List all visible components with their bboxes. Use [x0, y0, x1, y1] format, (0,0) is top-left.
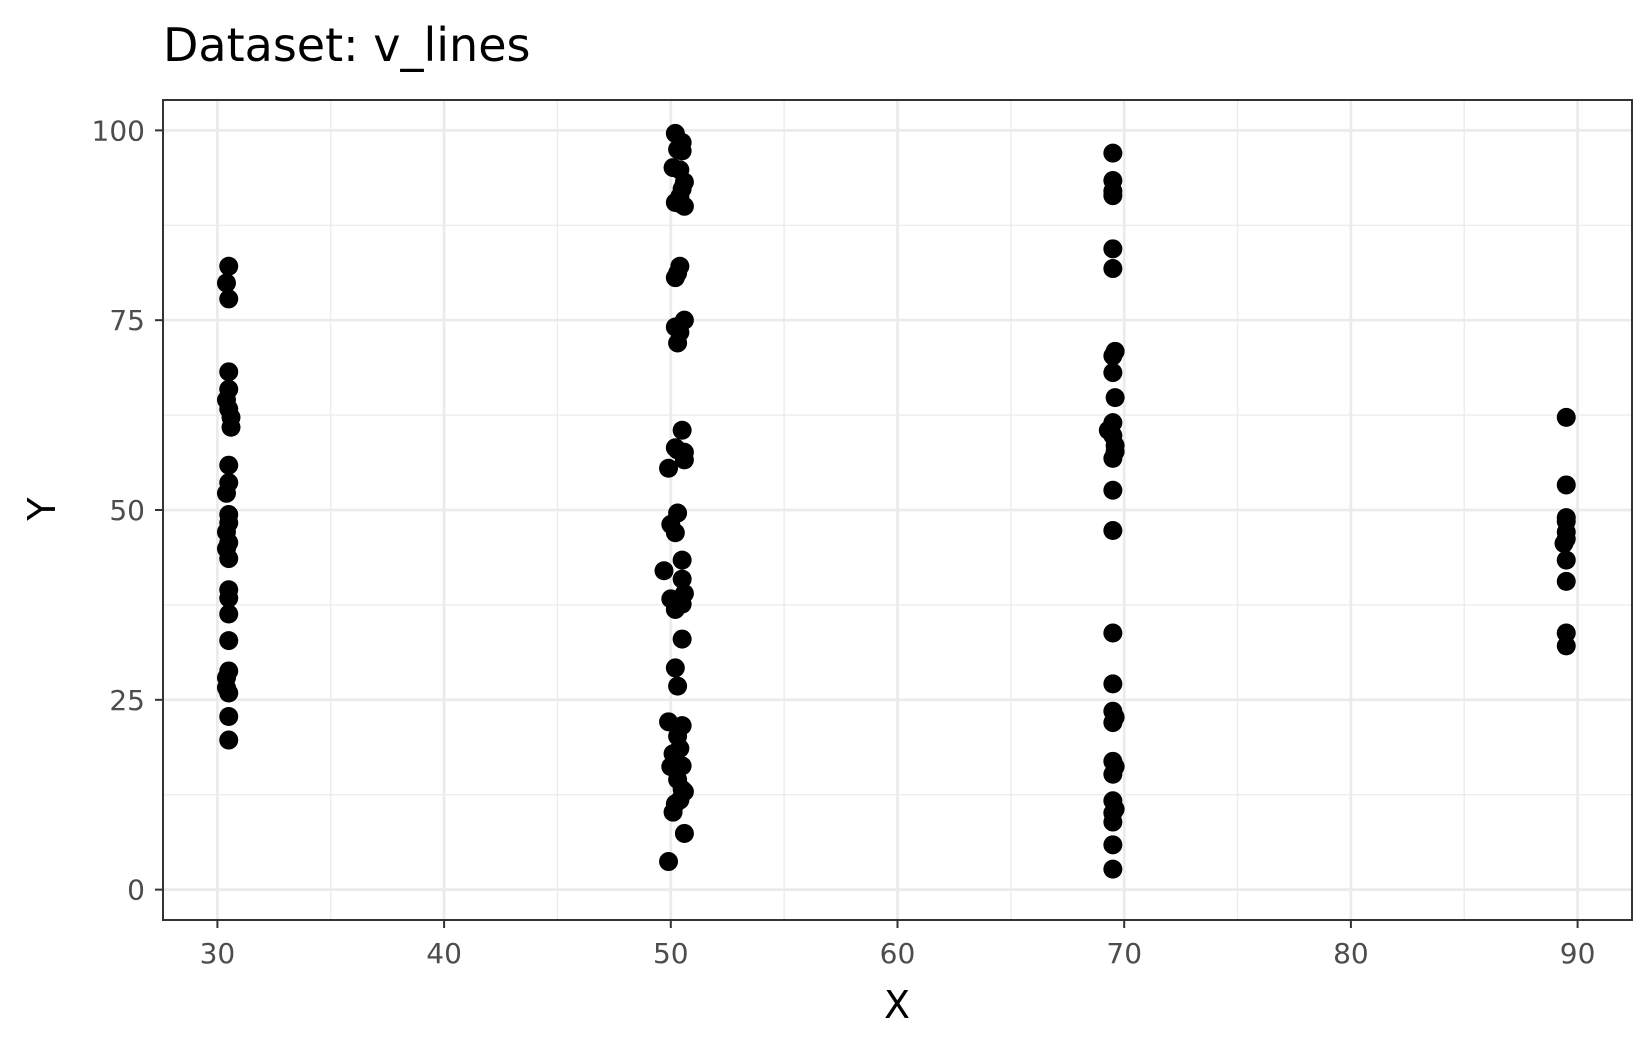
data-point [654, 561, 674, 581]
data-point [668, 333, 688, 353]
data-point [659, 458, 679, 478]
data-point [219, 683, 239, 703]
data-point [1103, 346, 1123, 366]
x-tick-label: 50 [653, 937, 689, 970]
data-point [219, 289, 239, 309]
chart-title: Dataset: v_lines [163, 18, 530, 72]
data-point [1556, 550, 1576, 570]
data-point [1103, 835, 1123, 855]
x-tick-label: 90 [1560, 937, 1596, 970]
data-point [1103, 859, 1123, 879]
y-tick-label: 50 [109, 494, 145, 527]
data-point [665, 658, 685, 678]
data-points [216, 123, 1576, 879]
data-point [1105, 388, 1125, 408]
data-point [219, 588, 239, 608]
data-point [219, 631, 239, 651]
data-point [665, 523, 685, 543]
x-tick-label: 40 [426, 937, 462, 970]
x-tick-label: 80 [1333, 937, 1369, 970]
data-point [1103, 480, 1123, 500]
data-point [1103, 259, 1123, 279]
data-point [219, 730, 239, 750]
x-tick-label: 30 [200, 937, 236, 970]
data-point [1103, 521, 1123, 540]
data-point [221, 417, 241, 437]
x-tick-label: 60 [880, 937, 916, 970]
x-axis: 30 40 50 60 70 80 90 [200, 920, 1596, 970]
data-point [1556, 571, 1576, 591]
data-point [674, 450, 694, 470]
x-axis-title: X [884, 983, 910, 1027]
y-axis-title: Y [20, 497, 64, 522]
data-point [1554, 533, 1574, 553]
data-point [216, 483, 236, 503]
data-point [672, 420, 692, 440]
data-point [219, 256, 239, 276]
data-point [219, 604, 239, 624]
y-tick-label: 25 [109, 684, 145, 717]
data-point [672, 550, 692, 570]
data-point [1103, 448, 1123, 468]
data-point [668, 139, 688, 159]
data-point [219, 707, 239, 727]
data-point [1103, 143, 1123, 163]
data-point [1556, 475, 1576, 495]
x-tick-label: 70 [1106, 937, 1142, 970]
data-point [672, 629, 692, 649]
data-point [1556, 407, 1576, 427]
data-point [672, 195, 692, 215]
data-point [216, 273, 236, 293]
data-point [1103, 713, 1123, 733]
data-point [1103, 623, 1123, 643]
data-point [659, 712, 679, 732]
data-point [663, 802, 683, 822]
data-point [668, 676, 688, 696]
data-point [219, 455, 239, 475]
y-tick-label: 100 [92, 114, 145, 147]
data-point [1103, 674, 1123, 694]
data-point [1556, 636, 1576, 656]
data-point [665, 599, 685, 619]
y-tick-label: 75 [109, 304, 145, 337]
y-axis: 0 25 50 75 100 [92, 114, 163, 907]
y-tick-label: 0 [127, 874, 145, 907]
data-point [1103, 363, 1123, 383]
data-point [219, 549, 239, 569]
data-point [1103, 812, 1123, 832]
data-point [1103, 764, 1123, 784]
data-point [1103, 239, 1123, 259]
data-point [665, 268, 685, 288]
data-point [674, 823, 694, 843]
data-point [219, 362, 239, 382]
data-point [1103, 186, 1123, 206]
data-point [672, 569, 692, 589]
data-point [659, 852, 679, 872]
